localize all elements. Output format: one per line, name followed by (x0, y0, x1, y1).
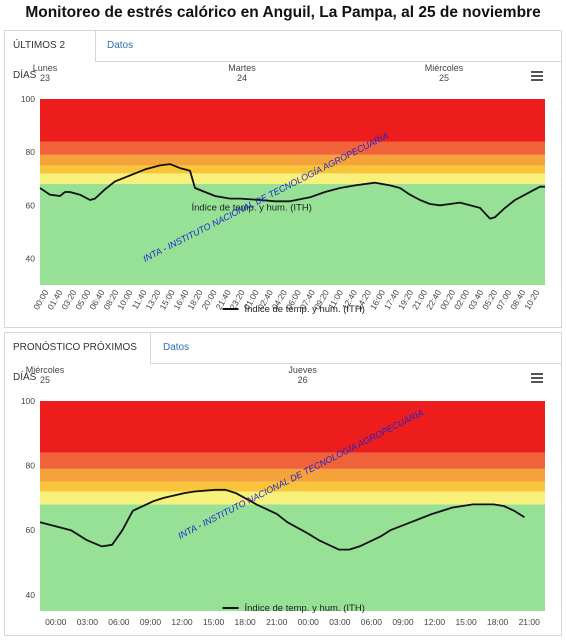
legend-label: Índice de temp. y hum. (ITH) (245, 603, 365, 614)
plot-band-3 (40, 154, 545, 166)
ith-chart-last-2-days: 406080100Lunes23Martes24Miércoles2500:00… (21, 63, 545, 315)
chart-legend: Índice de temp. y hum. (ITH) (222, 603, 365, 614)
x-tick-label: 00:00 (298, 617, 320, 627)
tab-data[interactable]: Datos (107, 40, 134, 51)
day-label-date: 23 (40, 73, 50, 83)
day-label-name: Miércoles (425, 63, 464, 73)
day-label-name: Jueves (288, 365, 317, 375)
tab-forecast[interactable]: PRONÓSTICO PRÓXIMOS DÍAS (5, 333, 151, 383)
plot-band-4 (40, 141, 545, 155)
tab-bar: ÚLTIMOS 2 DÍAS Datos (5, 31, 561, 81)
day-label-date: 25 (40, 375, 50, 385)
plot-band-4 (40, 452, 545, 469)
x-tick-label: 06:00 (108, 617, 130, 627)
x-tick-label: 03:00 (329, 617, 351, 627)
x-tick-label: 06:00 (361, 617, 383, 627)
legend-label: Índice de temp. y hum. (ITH) (245, 304, 365, 315)
x-tick-label: 12:00 (424, 617, 446, 627)
day-label-date: 24 (237, 73, 247, 83)
day-label-date: 26 (298, 375, 308, 385)
tab-bar: PRONÓSTICO PRÓXIMOS DÍAS Datos (5, 333, 561, 383)
hamburger-menu-icon[interactable] (531, 71, 543, 81)
y-tick-label: 80 (26, 461, 36, 471)
day-label-name: Martes (228, 63, 256, 73)
plot-band-2 (40, 481, 545, 492)
plot-band-0 (40, 504, 545, 611)
x-tick-label: 09:00 (392, 617, 414, 627)
chart-panel-last-2-days: ÚLTIMOS 2 DÍAS Datos 40 60 80 100 Lunes 23 Mar… (4, 30, 562, 328)
chart-panel-forecast: PRONÓSTICO PRÓXIMOS DÍAS Datos 40 60 80 100… (4, 332, 562, 636)
day-label-name: Miércoles (26, 365, 65, 375)
x-tick-label: 21:00 (266, 617, 288, 627)
x-tick-label: 21:00 (519, 617, 541, 627)
y-tick-label: 100 (21, 94, 35, 104)
series-data-label: Índice de temp. y hum. (ITH) (192, 203, 312, 214)
x-tick-label: 12:00 (171, 617, 193, 627)
plot-band-0 (40, 184, 545, 285)
x-tick-label: 10:20 (522, 288, 541, 312)
series-line-ith (39, 163, 545, 220)
x-tick-label: 18:00 (235, 617, 257, 627)
tab-last-2-days[interactable]: ÚLTIMOS 2 DÍAS (5, 31, 96, 81)
tab-data[interactable]: Datos (163, 342, 190, 353)
y-tick-label: 100 (21, 396, 35, 406)
plot-band-1 (40, 491, 545, 505)
day-label-name: Lunes (33, 63, 58, 73)
y-tick-label: 40 (26, 253, 36, 263)
x-tick-label: 03:00 (77, 617, 99, 627)
plot-band-1 (40, 173, 545, 185)
plot-band-5 (40, 99, 545, 142)
y-tick-label: 80 (26, 147, 36, 157)
y-tick-label: 60 (26, 525, 36, 535)
x-tick-label: 09:00 (140, 617, 162, 627)
x-tick-label: 15:00 (203, 617, 225, 627)
plot-band-2 (40, 165, 545, 174)
plot-band-3 (40, 468, 545, 482)
page-title: Monitoreo de estrés calórico en Anguil, … (25, 4, 541, 21)
plot-band-5 (40, 401, 545, 453)
x-tick-label: 00:00 (45, 617, 67, 627)
hamburger-menu-icon[interactable] (531, 373, 543, 383)
y-tick-label: 60 (26, 200, 36, 210)
series-line-ith (39, 488, 525, 551)
x-tick-label: 18:00 (487, 617, 509, 627)
x-tick-label: 15:00 (455, 617, 477, 627)
day-label-date: 25 (439, 73, 449, 83)
y-tick-label: 40 (26, 590, 36, 600)
chart-legend: Índice de temp. y hum. (ITH) (222, 304, 365, 315)
